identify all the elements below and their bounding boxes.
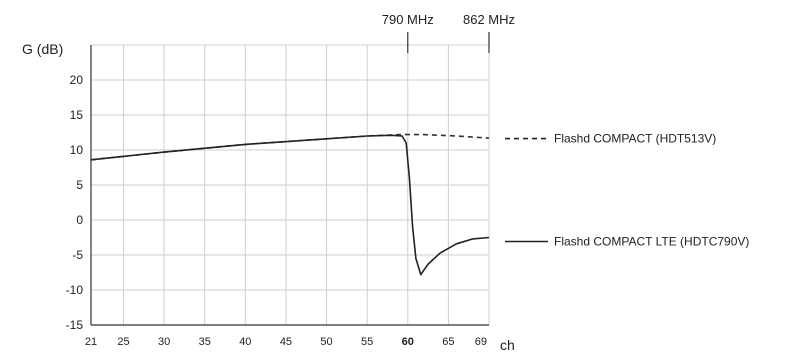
x-tick-label: 40 [239,336,251,348]
x-tick-label: 45 [280,336,292,348]
y-tick-label: 15 [70,108,84,122]
y-tick-label: -15 [66,318,84,332]
x-tick-label: 69 [475,336,487,348]
frequency-markers: 790 MHz 862 MHz [382,12,515,53]
grid [91,44,490,325]
y-axis: -15 -10 -5 0 5 10 15 20 [66,73,84,332]
legend: Flashd COMPACT (HDT513V) Flashd COMPACT L… [505,132,749,249]
x-axis: 21 25 30 35 40 45 50 55 60 65 69 [85,336,487,348]
y-tick-label: -5 [72,248,83,262]
frequency-marker-label: 862 MHz [463,12,515,27]
plot-frame [90,45,489,326]
x-tick-label: 25 [117,336,129,348]
y-tick-label: -10 [66,283,84,297]
x-tick-label: 35 [199,336,211,348]
x-axis-title: ch [500,337,515,353]
frequency-marker-label: 790 MHz [382,12,434,27]
x-tick-label: 21 [85,336,97,348]
series-lines [90,133,490,276]
series-line-hdtc790v [90,134,490,276]
legend-label: Flashd COMPACT (HDT513V) [554,132,716,146]
y-tick-label: 20 [70,73,84,87]
y-tick-label: 5 [76,178,83,192]
x-tick-label: 50 [320,336,332,348]
y-axis-title: G (dB) [22,41,63,57]
x-tick-label: 30 [158,336,170,348]
y-tick-label: 10 [70,143,84,157]
y-tick-label: 0 [76,213,83,227]
legend-label: Flashd COMPACT LTE (HDTC790V) [554,235,749,249]
x-tick-label: 60 [402,336,414,348]
series-line-hdt513v [90,133,490,161]
x-tick-label: 65 [442,336,454,348]
x-tick-label: 55 [361,336,373,348]
